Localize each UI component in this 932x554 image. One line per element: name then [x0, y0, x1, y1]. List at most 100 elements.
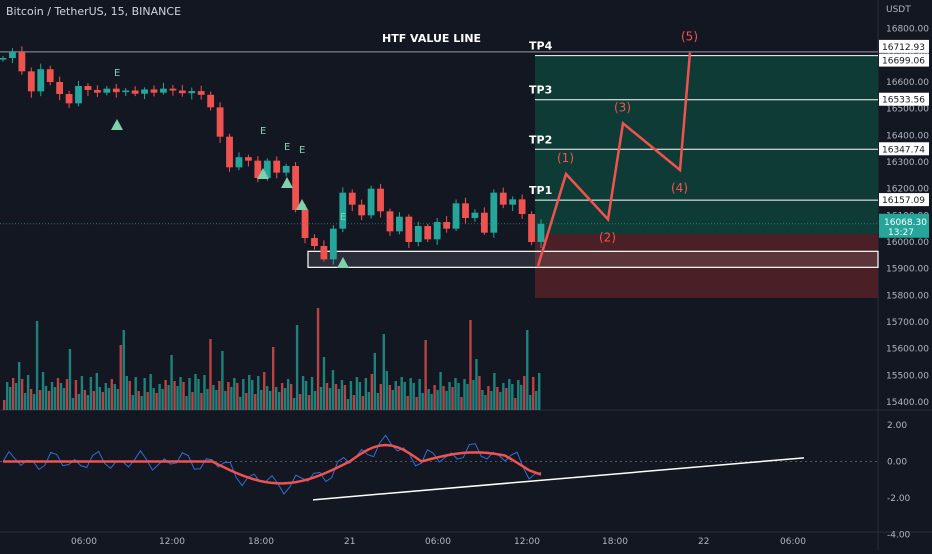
price-axis-tick: 16300.00 — [886, 158, 929, 168]
price-label-text: 16533.56 — [882, 96, 925, 106]
volume-bar — [146, 392, 149, 410]
volume-bar — [460, 397, 463, 410]
current-price-box — [879, 213, 929, 238]
volume-bar — [448, 382, 451, 410]
volume-bar — [248, 375, 251, 410]
time-axis-tick: 18:00 — [602, 537, 628, 547]
volume-bar — [358, 382, 362, 410]
volume-bar — [221, 351, 224, 410]
candle-body — [141, 89, 148, 94]
volume-bar — [328, 388, 332, 410]
candle-body — [197, 91, 205, 95]
price-label-box — [879, 193, 929, 207]
time-axis-tick: 18:00 — [248, 537, 274, 547]
volume-bar — [131, 395, 134, 410]
volume-bar — [185, 396, 188, 410]
volume-bar — [176, 386, 179, 410]
volume-bar — [41, 372, 45, 410]
candle-body — [0, 58, 7, 60]
volume-bar — [128, 381, 131, 410]
volume-bar — [511, 384, 514, 410]
volume-bar — [134, 377, 137, 410]
candle-body — [452, 203, 460, 229]
volume-bar — [277, 392, 281, 410]
volume-bar — [286, 379, 290, 410]
volume-bar — [71, 398, 75, 410]
price-axis-tick: 15800.00 — [886, 291, 929, 301]
tp-level-label: TP4 — [529, 40, 553, 53]
volume-bar — [263, 372, 266, 410]
price-label-box — [879, 142, 929, 156]
elliott-wave-path — [536, 52, 692, 267]
candle-body — [528, 214, 535, 242]
entry-marker-label: E — [284, 142, 290, 153]
volume-bar — [481, 390, 484, 410]
volume-bar — [325, 383, 329, 410]
volume-bar — [373, 353, 377, 410]
candle-body — [414, 226, 422, 242]
volume-bar — [95, 373, 99, 410]
candle-body — [490, 192, 498, 233]
candle-body — [273, 160, 281, 173]
volume-bar — [439, 372, 442, 410]
volume-bar — [62, 388, 66, 410]
oscillator-fast-line — [2, 434, 542, 496]
volume-bar — [478, 376, 481, 410]
volume-bar — [493, 373, 496, 410]
volume-bar — [182, 382, 185, 410]
volume-bar — [412, 383, 415, 410]
volume-bar — [340, 380, 344, 410]
volume-bar — [74, 380, 78, 410]
candle-body — [405, 216, 413, 242]
volume-bar — [161, 389, 164, 410]
volume-bar — [38, 390, 42, 410]
volume-bar — [442, 386, 445, 410]
volume-bar — [307, 395, 311, 410]
volume-bar — [352, 395, 356, 410]
candle-body — [518, 199, 526, 214]
volume-bar — [379, 384, 382, 410]
elliott-wave-label: (1) — [557, 151, 574, 165]
candle-body — [93, 90, 101, 93]
volume-bar — [164, 380, 167, 410]
volume-bar — [316, 308, 320, 410]
volume-bar — [457, 383, 460, 410]
candle-body — [169, 88, 177, 91]
volume-bar — [158, 384, 161, 410]
candle-body — [235, 157, 243, 168]
price-label-text: 16699.06 — [882, 57, 925, 67]
volume-bar — [17, 362, 21, 410]
volume-bar — [11, 378, 15, 410]
symbol-title: Bitcoin / TetherUS, 15, BINANCE — [6, 5, 182, 18]
volume-bar — [68, 349, 72, 410]
candle-body — [226, 136, 233, 168]
entry-marker-label: E — [114, 68, 120, 79]
candle-body — [75, 86, 82, 104]
volume-bar — [116, 389, 119, 410]
volume-bar — [14, 383, 18, 410]
candle-body — [358, 204, 366, 216]
candle-body — [56, 82, 64, 94]
volume-bar — [400, 377, 403, 410]
volume-bar — [337, 389, 341, 410]
volume-bar — [188, 378, 191, 410]
volume-bar — [361, 396, 365, 410]
volume-bar — [505, 388, 508, 410]
volume-bar — [230, 387, 233, 410]
volume-bar — [269, 391, 272, 410]
entry-marker-label: E — [340, 212, 346, 223]
current-price-label: 16068.30 — [884, 218, 927, 228]
price-label-box — [879, 39, 929, 53]
candle-body — [207, 94, 215, 108]
volume-bar — [47, 391, 51, 410]
elliott-wave-label: (3) — [614, 100, 631, 114]
volume-bar — [514, 398, 517, 410]
volume-bar — [529, 395, 532, 410]
volume-bar — [260, 390, 263, 410]
volume-bar — [334, 384, 338, 410]
candle-body — [245, 157, 252, 161]
price-axis-tick: 16200.00 — [886, 185, 929, 195]
candle-body — [471, 212, 479, 218]
